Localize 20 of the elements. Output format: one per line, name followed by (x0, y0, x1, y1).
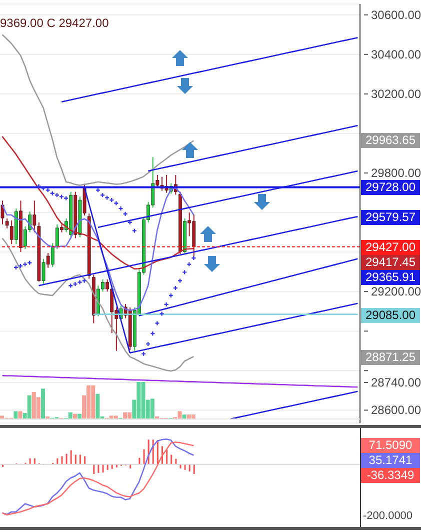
ref-line-label: 29728.00 (361, 180, 420, 196)
y-tick-label: 28600.00 (371, 403, 421, 418)
data-label: 29579.57 (361, 210, 420, 225)
text: 71.5090 (361, 438, 420, 454)
ref-line-label: 29427.00 (361, 240, 420, 255)
text: -200.0000 (363, 509, 413, 523)
y-tick-label: 30400.00 (371, 47, 421, 62)
y-tick-label: 29800.00 (371, 166, 421, 180)
text: 28871.25 (361, 350, 420, 365)
y-tick-label: 30200.00 (371, 86, 421, 101)
text: 29963.65 (361, 133, 420, 148)
text: -36.3349 (361, 468, 420, 484)
annotation: 9369.00 C 29427.00 (0, 16, 109, 30)
data-label: 29085.00 (361, 308, 420, 323)
y-tick-label: 28740.00 (371, 375, 421, 390)
y-tick-label: 30600.00 (371, 8, 421, 22)
text: 29417.45 (361, 254, 420, 270)
y-tick-label: 29200.00 (371, 284, 421, 299)
data-label: 29365.91 (361, 270, 420, 285)
text: 35.1741 (361, 453, 420, 468)
